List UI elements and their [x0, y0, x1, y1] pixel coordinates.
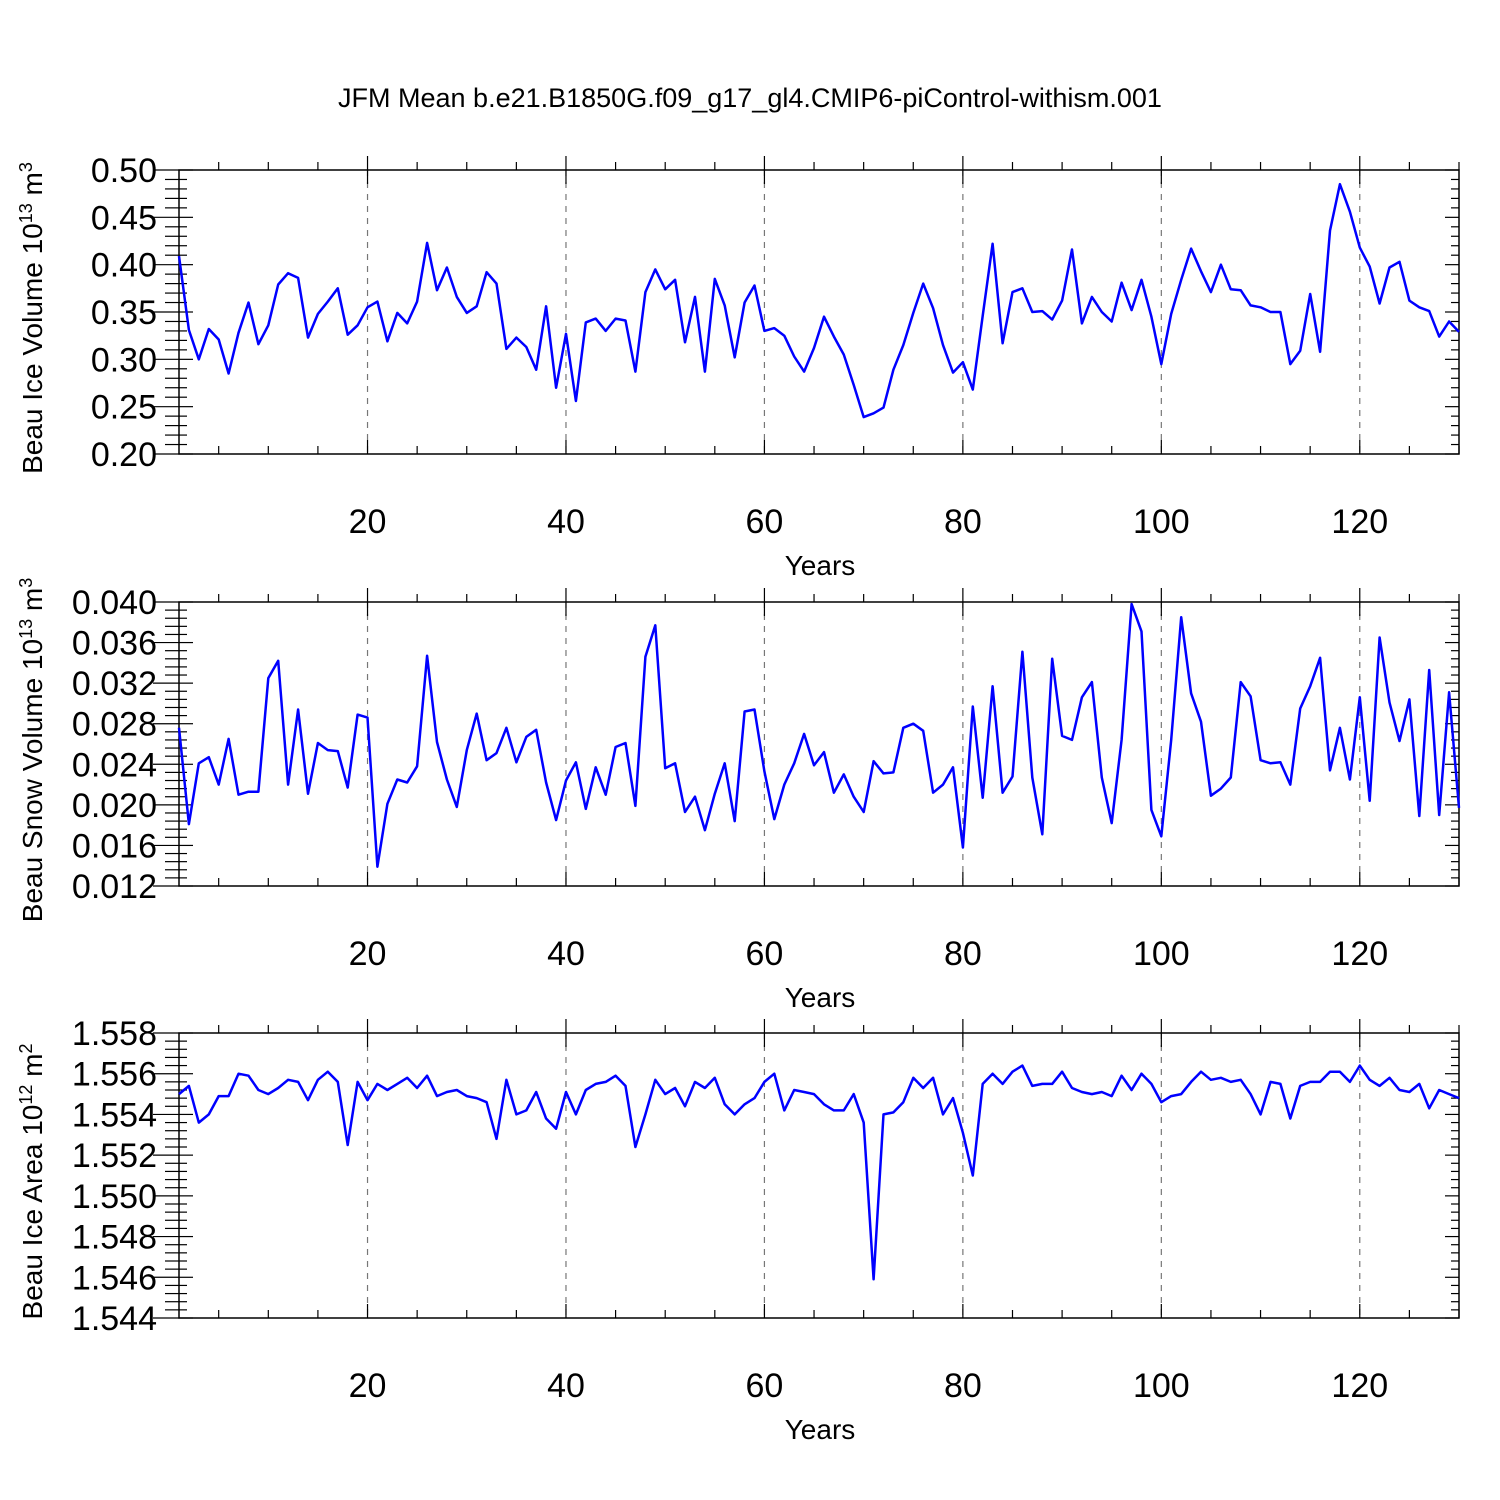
x-tick-label: 20 — [349, 935, 387, 973]
y-tick-labels: 0.20 0.25 0.30 0.35 0.40 0.45 0.50 — [91, 152, 157, 474]
x-tick-label: 60 — [746, 1367, 784, 1405]
x-tick-label: 120 — [1331, 1367, 1388, 1405]
panel-ice-volume: 0.20 0.25 0.30 0.35 0.40 0.45 0.50 20 40 60 80 100… — [16, 152, 1460, 581]
y-tick-label: 1.552 — [72, 1137, 157, 1175]
x-tick-label: 60 — [746, 935, 784, 973]
x-axis-label: Years — [785, 1414, 856, 1445]
y-tick-label: 1.554 — [72, 1096, 157, 1134]
x-tick-label: 120 — [1331, 935, 1388, 973]
x-gridlines — [366, 170, 1361, 454]
y-tick-label: 0.35 — [91, 294, 157, 332]
y-tick-label: 0.024 — [72, 746, 157, 784]
tick-marks — [153, 156, 1460, 455]
x-tick-label: 80 — [944, 935, 982, 973]
y-tick-label: 0.036 — [72, 625, 157, 663]
x-tick-label: 100 — [1133, 1367, 1190, 1405]
x-tick-label: 20 — [349, 503, 387, 541]
y-tick-label: 1.550 — [72, 1178, 157, 1216]
x-tick-label: 80 — [944, 503, 982, 541]
y-tick-label: 1.558 — [72, 1015, 157, 1053]
y-axis-label: Beau Snow Volume 1013 m3 — [16, 578, 48, 922]
y-tick-label: 1.556 — [72, 1056, 157, 1094]
x-tick-label: 40 — [547, 503, 585, 541]
x-axis-label: Years — [785, 982, 856, 1013]
panel-ice-area: 1.5441.5461.5481.5501.5521.5541.5561.558… — [16, 1015, 1460, 1445]
y-tick-label: 0.30 — [91, 341, 157, 379]
x-tick-label: 80 — [944, 1367, 982, 1405]
y-tick-label: 0.20 — [91, 436, 157, 474]
tick-marks — [153, 1019, 1460, 1319]
x-tick-label: 60 — [746, 503, 784, 541]
snow-volume-series-line — [177, 602, 1461, 868]
x-axis-label: Years — [785, 550, 856, 581]
y-tick-label: 0.028 — [72, 706, 157, 744]
ice-volume-series-line — [177, 182, 1460, 419]
tick-marks — [153, 588, 1460, 887]
y-tick-label: 1.548 — [72, 1219, 157, 1257]
x-gridlines — [366, 1033, 1361, 1318]
x-tick-label: 20 — [349, 1367, 387, 1405]
plot-frame — [178, 601, 1460, 887]
y-tick-label: 0.040 — [72, 584, 157, 622]
y-tick-label: 1.544 — [72, 1300, 157, 1338]
plot-frame — [178, 169, 1460, 455]
x-gridlines — [366, 602, 1361, 886]
y-axis-label: Beau Ice Area 1012 m2 — [16, 1044, 48, 1320]
y-tick-label: 1.546 — [72, 1259, 157, 1297]
x-tick-labels: 20 40 60 80 100 120 — [349, 503, 1389, 541]
y-tick-label: 0.020 — [72, 787, 157, 825]
x-tick-labels: 20 40 60 80 100 120 — [349, 935, 1389, 973]
x-tick-label: 100 — [1133, 935, 1190, 973]
y-tick-label: 0.012 — [72, 868, 157, 906]
y-tick-label: 0.25 — [91, 389, 157, 427]
x-tick-label: 100 — [1133, 503, 1190, 541]
plot-frame — [178, 1032, 1460, 1319]
x-tick-labels: 20 40 60 80 100 120 — [349, 1367, 1389, 1405]
y-axis-label: Beau Ice Volume 1013 m3 — [16, 162, 48, 474]
chart-title: JFM Mean b.e21.B1850G.f09_g17_gl4.CMIP6-… — [338, 83, 1162, 113]
panel-snow-volume: 0.0120.0160.0200.0240.0280.0320.0360.040… — [16, 578, 1461, 1013]
x-tick-label: 40 — [547, 935, 585, 973]
y-tick-label: 0.45 — [91, 199, 157, 237]
x-tick-label: 40 — [547, 1367, 585, 1405]
y-tick-label: 0.032 — [72, 665, 157, 703]
ice-area-series-line — [178, 1064, 1460, 1281]
y-tick-label: 0.50 — [91, 152, 157, 190]
y-tick-label: 0.016 — [72, 827, 157, 865]
x-tick-label: 120 — [1331, 503, 1388, 541]
y-tick-label: 0.40 — [91, 247, 157, 285]
